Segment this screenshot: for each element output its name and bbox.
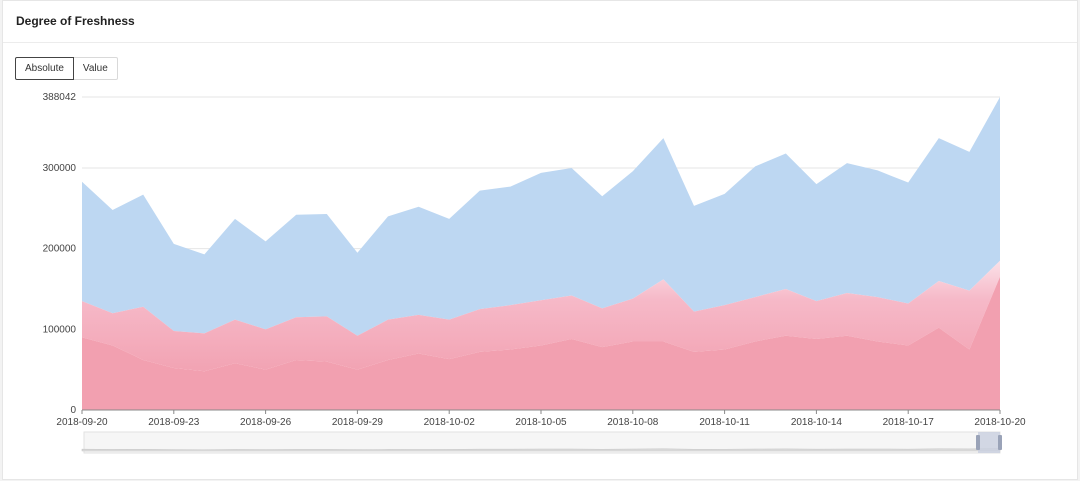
x-tick-label: 2018-10-20 <box>974 417 1026 428</box>
x-tick-label: 2018-10-08 <box>607 417 659 428</box>
value-button[interactable]: Value <box>73 57 118 80</box>
x-tick-label: 2018-09-26 <box>240 417 292 428</box>
x-tick-label: 2018-09-29 <box>332 417 384 428</box>
zoom-window[interactable] <box>978 432 1000 453</box>
series-area-base <box>82 276 1000 410</box>
x-tick-label: 2018-09-20 <box>56 417 108 428</box>
page-title: Degree of Freshness <box>16 14 135 28</box>
x-tick-label: 2018-10-05 <box>515 417 567 428</box>
x-tick-label: 2018-10-17 <box>883 417 935 428</box>
x-tick-label: 2018-10-14 <box>791 417 843 428</box>
series-area-middle <box>82 260 1000 372</box>
series-area-top <box>82 97 1000 336</box>
area-chart: 0 100000 200000 300000 388042 2018-09-20 2018-… <box>43 92 1026 454</box>
zoom-handle[interactable] <box>998 435 1002 450</box>
absolute-button[interactable]: Absolute <box>15 57 74 80</box>
zoom-handle[interactable] <box>976 435 980 450</box>
zoom-slider-preview <box>81 448 1001 452</box>
y-tick-label: 300000 <box>43 163 77 174</box>
mode-toggle: Absolute Value <box>15 57 118 80</box>
y-tick-label: 200000 <box>43 244 77 255</box>
x-tick-label: 2018-10-11 <box>699 417 750 428</box>
y-tick-label: 388042 <box>43 92 77 103</box>
y-tick-label: 0 <box>70 405 76 416</box>
y-tick-label: 100000 <box>43 324 77 335</box>
x-tick-label: 2018-10-02 <box>424 417 476 428</box>
card-header: Degree of Freshness <box>3 1 1077 43</box>
x-tick-label: 2018-09-23 <box>148 417 200 428</box>
